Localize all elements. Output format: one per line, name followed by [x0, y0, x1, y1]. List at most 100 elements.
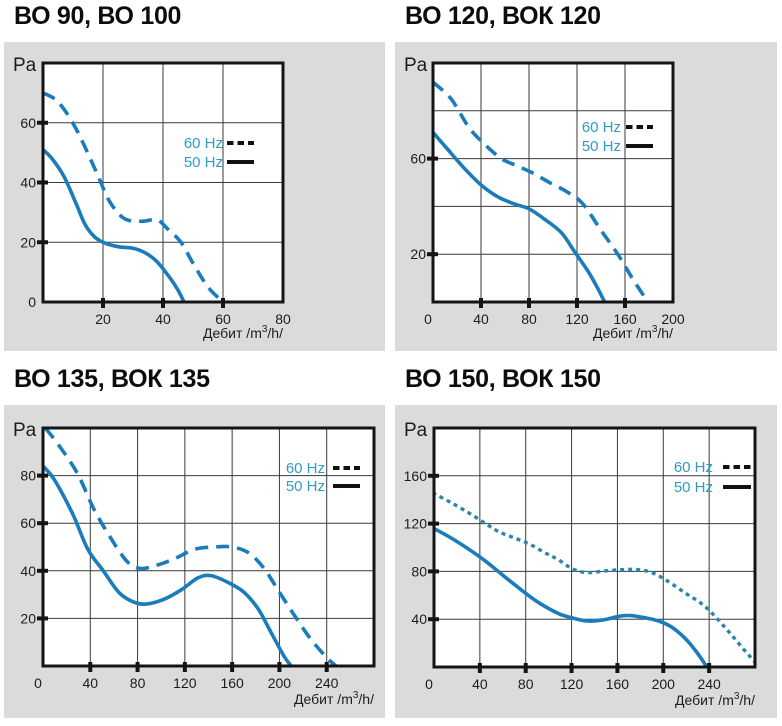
y-tick-label: 120 [404, 516, 428, 532]
x-tick-mark [569, 663, 574, 673]
curve-50hz [433, 526, 709, 668]
x-tick-mark [623, 298, 627, 308]
chart-panel-bo135-bok135: 20 40 60 80 0 40 80 120 160 200 240 Дебит /m3/h/Pa 6… [4, 405, 385, 718]
x-tick-mark [161, 298, 165, 308]
x-tick-mark [477, 663, 482, 673]
curve-60hz [43, 427, 338, 667]
x-tick-label: 40 [82, 675, 98, 691]
x-tick-mark [277, 662, 282, 672]
superscript: 3 [353, 690, 359, 701]
curves [42, 91, 225, 303]
superscript: 3 [262, 324, 268, 335]
y-tick-mark [37, 120, 48, 125]
chart-title-bo150-bok150: ВО 150, ВОК 150 [405, 365, 601, 393]
legend-label-60hz: 60 Hz [184, 135, 223, 152]
chart-panel-bo150-bok150: 40 80 120 160 0 40 80 120 160 200 240 Дебит /m3/h/P… [395, 405, 777, 718]
plot-area [43, 428, 374, 666]
y-tick-label: 40 [411, 611, 427, 627]
x-tick-mark [575, 298, 579, 308]
x-tick-label: 120 [565, 311, 589, 327]
chart-quadrant-bo135-bok135: ВО 135, ВОК 135 20 40 60 80 0 40 80 120 160 200 24… [0, 363, 391, 726]
legend-label-50hz: 50 Hz [184, 154, 223, 171]
y-tick-mark [37, 616, 48, 621]
y-tick-label: 20 [20, 610, 36, 626]
curve-50hz [42, 464, 293, 667]
x-tick-label: 60 [215, 311, 231, 327]
y-axis-labels: 40 80 120 160 [404, 468, 428, 627]
y-tick-mark [428, 569, 439, 574]
x-tick-label: 0 [425, 676, 433, 692]
x-tick-mark [527, 298, 531, 308]
superscript: 3 [652, 324, 658, 335]
y-tick-label: 20 [410, 246, 426, 262]
y-axis-labels: 20 40 60 80 [20, 468, 36, 627]
x-tick-mark [707, 663, 712, 673]
tick-marks [428, 473, 712, 673]
chart-title-bo90-bo100: ВО 90, ВО 100 [14, 2, 182, 30]
x-tick-mark [221, 298, 225, 308]
plot-border [432, 426, 757, 669]
tick-marks [37, 120, 225, 308]
y-axis-unit-label: Pa [404, 420, 428, 441]
x-axis-labels: 0 40 80 120 160 200 [424, 311, 685, 327]
x-tick-label: 160 [220, 675, 244, 691]
y-tick-mark [428, 617, 439, 622]
x-tick-label: 40 [155, 311, 171, 327]
x-tick-label: 200 [268, 675, 292, 691]
legend-label-60hz: 60 Hz [582, 119, 621, 136]
chart-title-bo120-bok120: ВО 120, ВОК 120 [405, 2, 601, 30]
chart-panel-bo90-bo100: 0 20 40 60 20 40 60 80 Дебит /m3/h/Pa 60 Hz 50 Hz [4, 42, 385, 351]
y-tick-label: 80 [411, 563, 427, 579]
y-tick-label: 160 [404, 468, 428, 484]
x-tick-mark [523, 663, 528, 673]
y-tick-mark [37, 521, 48, 526]
chart-title-bo135-bok135: ВО 135, ВОК 135 [14, 365, 210, 393]
x-tick-mark [182, 662, 187, 672]
x-tick-mark [101, 298, 105, 308]
y-tick-mark [37, 180, 48, 185]
x-tick-label: 240 [315, 675, 339, 691]
curves [42, 427, 338, 667]
x-tick-label: 80 [521, 311, 537, 327]
curve-60hz [42, 91, 225, 303]
x-tick-label: 80 [518, 676, 534, 692]
x-tick-label: 40 [472, 676, 488, 692]
plot-border [41, 426, 376, 668]
x-tick-mark [135, 662, 140, 672]
x-tick-mark [479, 298, 483, 308]
y-axis-unit-label: Pa [13, 55, 37, 76]
curve-60hz [432, 80, 650, 303]
x-axis-unit-label: Дебит /m3/h/ [675, 691, 755, 708]
legend-label-60hz: 60 Hz [674, 459, 713, 476]
legend-label-60hz: 60 Hz [286, 460, 325, 477]
x-tick-label: 120 [173, 675, 197, 691]
grid-lines [43, 63, 283, 302]
y-tick-mark [37, 473, 48, 478]
x-axis-labels: 0 40 80 120 160 200 240 [34, 675, 339, 691]
y-tick-label: 20 [20, 234, 36, 250]
y-tick-label: 80 [20, 468, 36, 484]
grid-lines [434, 428, 755, 667]
x-tick-label: 0 [34, 675, 42, 691]
y-tick-mark [37, 568, 48, 573]
curves [433, 491, 756, 668]
y-tick-mark [427, 252, 438, 257]
curve-50hz [42, 148, 186, 303]
x-tick-label: 160 [606, 676, 630, 692]
y-tick-label: 40 [20, 175, 36, 191]
curve-50hz [432, 131, 607, 303]
plot-area [433, 63, 673, 302]
y-axis-labels: 0 20 40 60 [20, 115, 36, 310]
y-tick-label: 60 [20, 515, 36, 531]
grid-lines [433, 63, 673, 302]
y-tick-mark [428, 521, 439, 526]
x-tick-mark [230, 662, 235, 672]
x-tick-label: 20 [95, 311, 111, 327]
